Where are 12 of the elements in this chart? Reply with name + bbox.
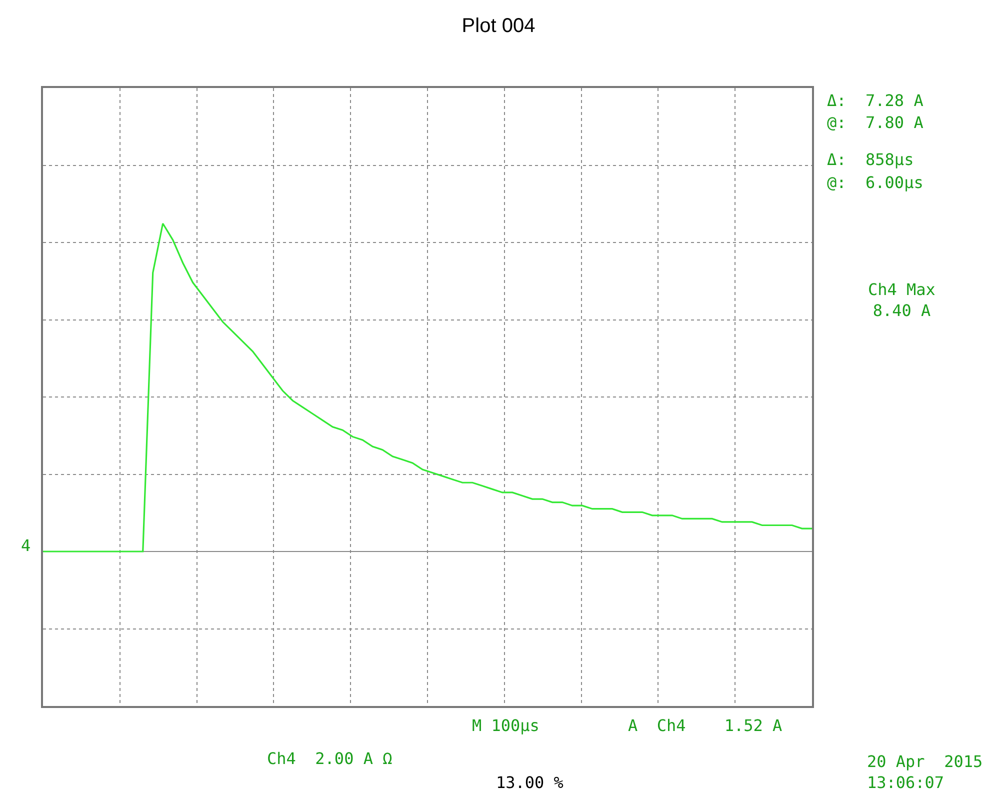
chart-title: Plot 004: [462, 15, 536, 37]
text: Ch4 Max 8.40 A: [868, 280, 936, 320]
text: 4: [21, 536, 31, 555]
text: 13.00 %: [496, 773, 564, 792]
text: 20 Apr 2015 13:06:07: [867, 752, 983, 792]
text: @: 6.00µs: [827, 173, 924, 192]
text: @: 7.80 A: [827, 113, 924, 132]
text: M 100µs: [472, 716, 540, 735]
text: Ch4 2.00 A Ω: [267, 749, 393, 768]
text: Δ: 858µs: [827, 150, 914, 169]
text: A Ch4 1.52 A: [628, 716, 782, 735]
text: Δ: 7.28 A: [827, 91, 924, 110]
